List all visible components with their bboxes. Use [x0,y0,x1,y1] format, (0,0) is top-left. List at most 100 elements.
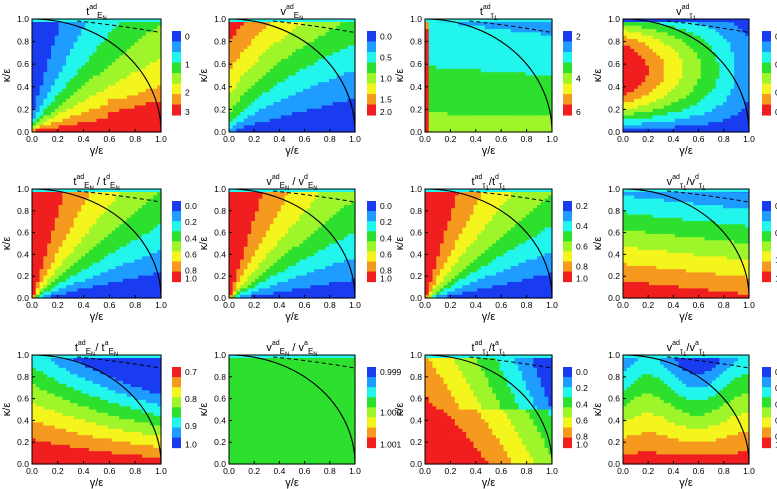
contour-cell [232,62,238,67]
colorbar-swatch [563,104,572,116]
contour-cell [310,108,315,113]
contour-cell [240,98,245,103]
contour-cell [325,125,330,130]
contour-cell [466,68,471,73]
contour-cell [715,62,720,67]
contour-cell [477,85,482,90]
contour-cell [111,95,117,100]
contour-cell [686,48,691,53]
contour-cell [96,62,101,67]
title-title-base: v [676,6,682,18]
contour-cell [529,85,534,90]
contour-cell [645,122,650,126]
contour-cell [723,85,728,90]
contour-cell [634,55,639,60]
contour-cell [678,118,683,123]
contour-cell [548,25,553,30]
contour-cell [251,122,256,126]
colorbar-swatch [367,52,376,64]
contour-cell [43,205,48,209]
contour-cell [473,38,478,43]
contour-cell [730,35,735,40]
contour-cell [697,85,702,90]
contour-cell [138,55,143,60]
contour-cell [280,125,286,130]
contour-cell [458,85,463,90]
contour-cell [96,28,101,33]
contour-cell [157,128,162,133]
contour-cell [58,115,63,120]
contour-cell [336,48,341,53]
contour-cell [96,128,101,133]
contour-cell [266,92,271,97]
contour-cell [325,112,330,116]
contour-cell [123,22,128,27]
contour-cell [329,25,334,30]
contour-cell [66,25,71,30]
contour-cell [723,55,728,60]
contour-cell [723,22,728,27]
contour-cell [484,92,490,97]
contour-cell [641,48,646,53]
contour-cell [47,42,52,47]
contour-cell [39,275,44,280]
contour-cell [537,82,542,87]
contour-cell [295,92,301,97]
contour-cell [314,35,319,40]
contour-cell [630,95,635,100]
contour-cell [697,122,702,126]
contour-cell [708,78,713,83]
contour-cell [499,45,505,50]
contour-cell [32,243,37,248]
contour-cell [39,262,44,267]
contour-cell [484,78,490,83]
contour-cell [525,98,531,103]
contour-cell [428,52,434,57]
contour-cell [88,52,94,57]
contour-cell [39,32,44,37]
contour-cell [648,85,654,90]
contour-cell [243,38,249,43]
contour-cell [340,102,345,107]
contour-cell [229,48,234,53]
contour-cell [317,62,323,67]
contour-cell [85,48,90,53]
contour-cell [469,95,475,100]
contour-cell [623,88,628,93]
contour-cell [693,112,698,116]
contour-cell [674,88,680,93]
contour-cell [477,55,482,60]
contour-cell [525,112,531,116]
contour-cell [351,45,356,50]
contour-cell [674,105,680,110]
contour-cell [280,25,286,30]
contour-cell [280,112,286,116]
contour-cell [425,78,430,83]
contour-cell [648,72,654,77]
contour-cell [134,92,139,97]
contour-cell [704,108,709,113]
contour-cell [277,118,282,123]
contour-cell [157,48,162,53]
contour-cell [269,108,275,113]
contour-cell [32,224,37,229]
contour-cell [473,102,478,107]
contour-cell [47,108,52,113]
contour-cell [481,125,486,130]
contour-cell [682,118,687,123]
contour-cell [310,62,315,67]
contour-cell [507,75,512,80]
contour-cell [737,105,743,110]
contour-cell [726,62,732,67]
contour-cell [32,25,37,30]
contour-cell [645,48,650,53]
contour-cell [115,52,120,57]
contour-cell [329,92,334,97]
contour-cell [686,58,691,63]
contour-cell [107,38,113,43]
contour-cell [715,115,720,120]
contour-cell [43,211,48,216]
contour-cell [533,52,538,57]
contour-cell [85,88,90,93]
contour-cell [39,201,44,206]
